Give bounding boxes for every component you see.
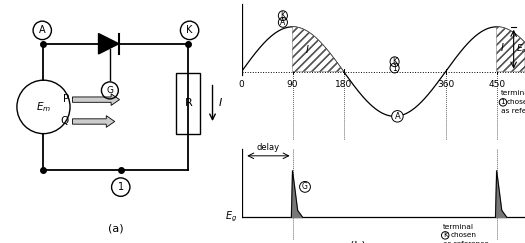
Text: delay: delay	[257, 143, 280, 152]
Text: Q: Q	[60, 116, 69, 126]
Text: 1: 1	[392, 63, 397, 72]
Text: I: I	[305, 44, 308, 55]
FancyArrow shape	[72, 94, 120, 105]
Text: as reference: as reference	[501, 108, 525, 114]
Text: 450: 450	[488, 80, 505, 89]
Polygon shape	[99, 34, 119, 54]
Text: 360: 360	[437, 80, 454, 89]
Text: P: P	[62, 94, 69, 104]
Text: 1: 1	[118, 182, 124, 192]
Text: I: I	[501, 43, 504, 53]
Text: A: A	[280, 18, 286, 27]
Text: $E_m$: $E_m$	[517, 43, 525, 55]
Text: G: G	[302, 182, 308, 191]
Text: R: R	[184, 98, 192, 108]
Polygon shape	[291, 171, 303, 217]
Text: chosen: chosen	[450, 232, 476, 238]
Text: A: A	[395, 112, 400, 121]
Text: chosen: chosen	[507, 99, 525, 105]
Text: $E_g$: $E_g$	[225, 209, 237, 224]
Text: I: I	[218, 98, 222, 108]
Text: terminal: terminal	[443, 224, 474, 230]
Text: A: A	[39, 25, 46, 35]
Text: 1: 1	[501, 99, 506, 105]
FancyArrow shape	[72, 116, 114, 127]
Text: (a): (a)	[108, 223, 124, 233]
Text: K: K	[392, 57, 397, 66]
Text: K: K	[280, 11, 286, 20]
Text: (b): (b)	[350, 241, 365, 243]
Text: 90: 90	[287, 80, 298, 89]
Text: 0: 0	[239, 80, 244, 89]
Text: as reference: as reference	[443, 241, 489, 243]
Polygon shape	[496, 171, 507, 217]
Text: 180: 180	[335, 80, 352, 89]
Text: K: K	[443, 232, 448, 238]
Bar	[176, 73, 201, 134]
Text: K: K	[186, 25, 193, 35]
Text: G: G	[107, 86, 113, 95]
Text: terminal: terminal	[501, 90, 525, 96]
Text: $E_m$: $E_m$	[36, 100, 51, 114]
